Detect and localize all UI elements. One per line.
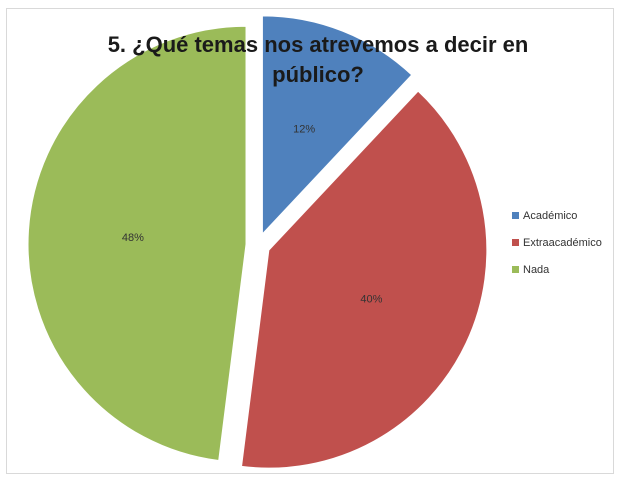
slice-label-extraacadémico: 40% [360, 293, 382, 305]
pie-slice-nada [27, 25, 247, 462]
slice-label-académico: 12% [293, 123, 315, 135]
chart-title-line-2: público? [272, 62, 364, 87]
legend: Académico Extraacadémico Nada [512, 210, 602, 276]
pie-slice-extraacadémico [240, 90, 488, 469]
legend-label-extraacadémico: Extraacadémico [523, 237, 602, 249]
pie-slices [27, 15, 488, 469]
legend-swatch-académico [512, 212, 519, 219]
slice-labels: 12% 40% 48% [122, 123, 383, 305]
chart-title-line-1: 5. ¿Qué temas nos atrevemos a decir en [108, 32, 529, 57]
slice-label-nada: 48% [122, 232, 144, 244]
pie-slice-académico [261, 15, 413, 236]
legend-label-académico: Académico [523, 210, 577, 222]
legend-label-nada: Nada [523, 264, 550, 276]
legend-swatch-nada [512, 266, 519, 273]
legend-swatch-extraacadémico [512, 239, 519, 246]
